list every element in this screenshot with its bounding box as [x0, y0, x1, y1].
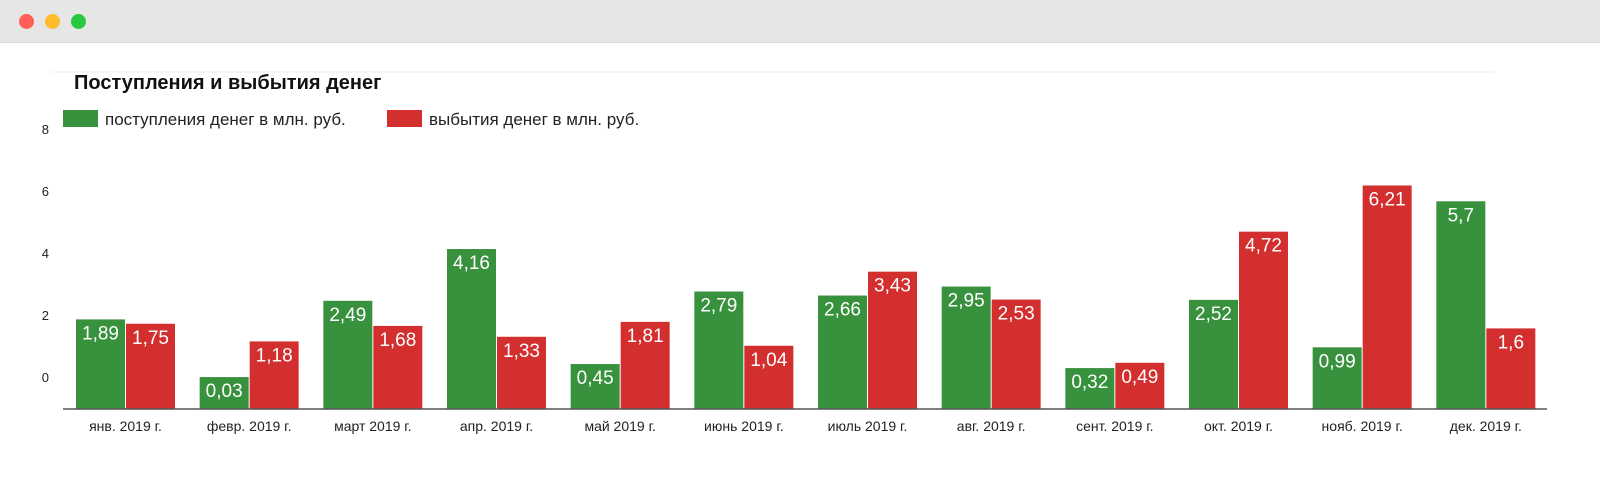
bars: 1,89 1,75 0,03 1,18 2,49 1,68 4,16 1,33 0,45 1,81…	[76, 185, 1536, 409]
x-tick-label: апр. 2019 г.	[460, 418, 533, 434]
legend-label-2: выбытия денег в млн. руб.	[429, 110, 639, 129]
x-tick-label: март 2019 г.	[334, 418, 412, 434]
bar-outflow-5	[620, 321, 670, 409]
x-tick-label: февр. 2019 г.	[207, 418, 292, 434]
data-label-outflow-3: 1,68	[379, 330, 416, 351]
bar-income-2	[199, 377, 249, 409]
data-label-income-11: 0,99	[1319, 351, 1356, 372]
data-label-outflow-9: 0,49	[1121, 367, 1158, 388]
data-label-outflow-12: 1,6	[1498, 332, 1524, 353]
y-axis: 0 2 4 6 8	[42, 122, 49, 385]
close-window-button[interactable]	[19, 14, 34, 29]
data-label-income-1: 1,89	[82, 323, 119, 344]
bar-outflow-1	[126, 323, 175, 409]
bar-outflow-9	[1115, 362, 1165, 409]
data-label-outflow-4: 1,33	[503, 341, 540, 362]
x-axis: янв. 2019 г. февр. 2019 г. март 2019 г. апр…	[63, 408, 1547, 434]
y-tick-label: 2	[42, 308, 49, 323]
bar-income-3	[323, 300, 373, 409]
data-label-income-3: 2,49	[329, 305, 366, 326]
bar-income-12	[1436, 201, 1486, 409]
data-label-income-6: 2,79	[700, 296, 737, 317]
maximize-window-button[interactable]	[71, 14, 86, 29]
bar-income-5	[570, 364, 620, 409]
x-tick-label: июль 2019 г.	[828, 418, 908, 434]
legend: поступления денег в млн. руб. выбытия ден…	[63, 110, 639, 129]
data-label-income-4: 4,16	[453, 253, 490, 274]
x-tick-label: янв. 2019 г.	[89, 418, 162, 434]
x-tick-label: нояб. 2019 г.	[1322, 418, 1403, 434]
data-label-outflow-8: 2,53	[998, 304, 1035, 325]
bar-outflow-10	[1239, 231, 1288, 409]
data-label-income-10: 2,52	[1195, 304, 1232, 325]
bar-outflow-2	[249, 341, 299, 409]
chart-container: Поступления и выбытия денег поступления …	[0, 42, 1600, 493]
x-tick-label: авг. 2019 г.	[957, 418, 1026, 434]
data-label-income-8: 2,95	[948, 291, 985, 312]
data-label-outflow-11: 6,21	[1369, 189, 1406, 210]
legend-swatch-1	[63, 110, 98, 127]
data-label-income-9: 0,32	[1071, 372, 1108, 393]
data-label-outflow-10: 4,72	[1245, 236, 1282, 257]
data-label-outflow-2: 1,18	[256, 345, 293, 366]
y-tick-label: 6	[42, 184, 49, 199]
bar-outflow-8	[991, 299, 1041, 409]
y-tick-label: 4	[42, 246, 49, 261]
data-label-outflow-1: 1,75	[132, 328, 169, 349]
bar-outflow-7	[868, 271, 917, 409]
data-label-outflow-5: 1,81	[627, 326, 664, 347]
bar-outflow-4	[497, 336, 546, 409]
bar-income-11	[1312, 347, 1362, 409]
data-label-outflow-6: 1,04	[750, 350, 787, 371]
data-label-income-5: 0,45	[577, 368, 614, 389]
bar-outflow-6	[744, 345, 794, 409]
bar-income-1	[76, 319, 125, 409]
chart-title: Поступления и выбытия денег	[74, 72, 381, 94]
data-label-outflow-7: 3,43	[874, 276, 911, 297]
bar-income-10	[1189, 299, 1238, 409]
legend-swatch-2	[387, 110, 422, 127]
bar-chart: Поступления и выбытия денег поступления …	[42, 71, 1547, 434]
bar-outflow-3	[373, 325, 423, 409]
x-tick-label: сент. 2019 г.	[1076, 418, 1153, 434]
bar-income-9	[1065, 368, 1115, 409]
x-tick-label: июнь 2019 г.	[704, 418, 784, 434]
bar-income-4	[447, 249, 496, 409]
bar-outflow-11	[1362, 185, 1412, 409]
minimize-window-button[interactable]	[45, 14, 60, 29]
window-titlebar	[0, 0, 1600, 43]
bar-income-6	[694, 291, 744, 409]
bar-income-8	[941, 286, 991, 409]
legend-label-1: поступления денег в млн. руб.	[105, 110, 346, 129]
data-label-income-2: 0,03	[206, 381, 243, 402]
y-tick-label: 0	[42, 370, 49, 385]
x-tick-label: дек. 2019 г.	[1450, 418, 1522, 434]
x-tick-label: окт. 2019 г.	[1204, 418, 1273, 434]
bar-income-7	[818, 295, 867, 409]
x-tick-label: май 2019 г.	[584, 418, 655, 434]
data-label-income-12: 5,7	[1448, 205, 1474, 226]
data-label-income-7: 2,66	[824, 300, 861, 321]
bar-outflow-12	[1486, 328, 1536, 409]
y-tick-label: 8	[42, 122, 49, 137]
